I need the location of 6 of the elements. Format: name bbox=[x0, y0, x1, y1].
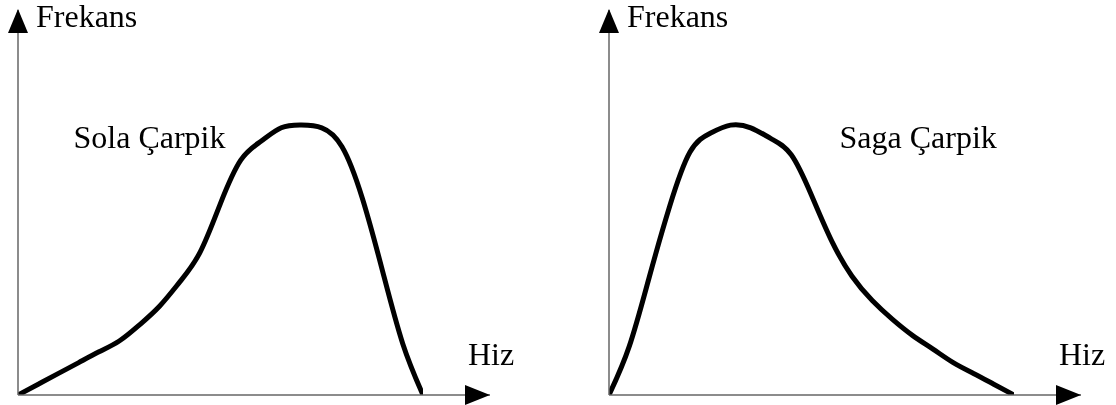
annotation: Saga Çarpik bbox=[839, 119, 997, 156]
y-axis-title: Frekans bbox=[627, 0, 729, 34]
x-axis-title: Hiz bbox=[468, 336, 515, 372]
annotation: Sola Çarpik bbox=[73, 119, 226, 156]
x-axis-title: Hiz bbox=[1059, 336, 1106, 372]
y-axis-title: Frekans bbox=[36, 0, 138, 34]
